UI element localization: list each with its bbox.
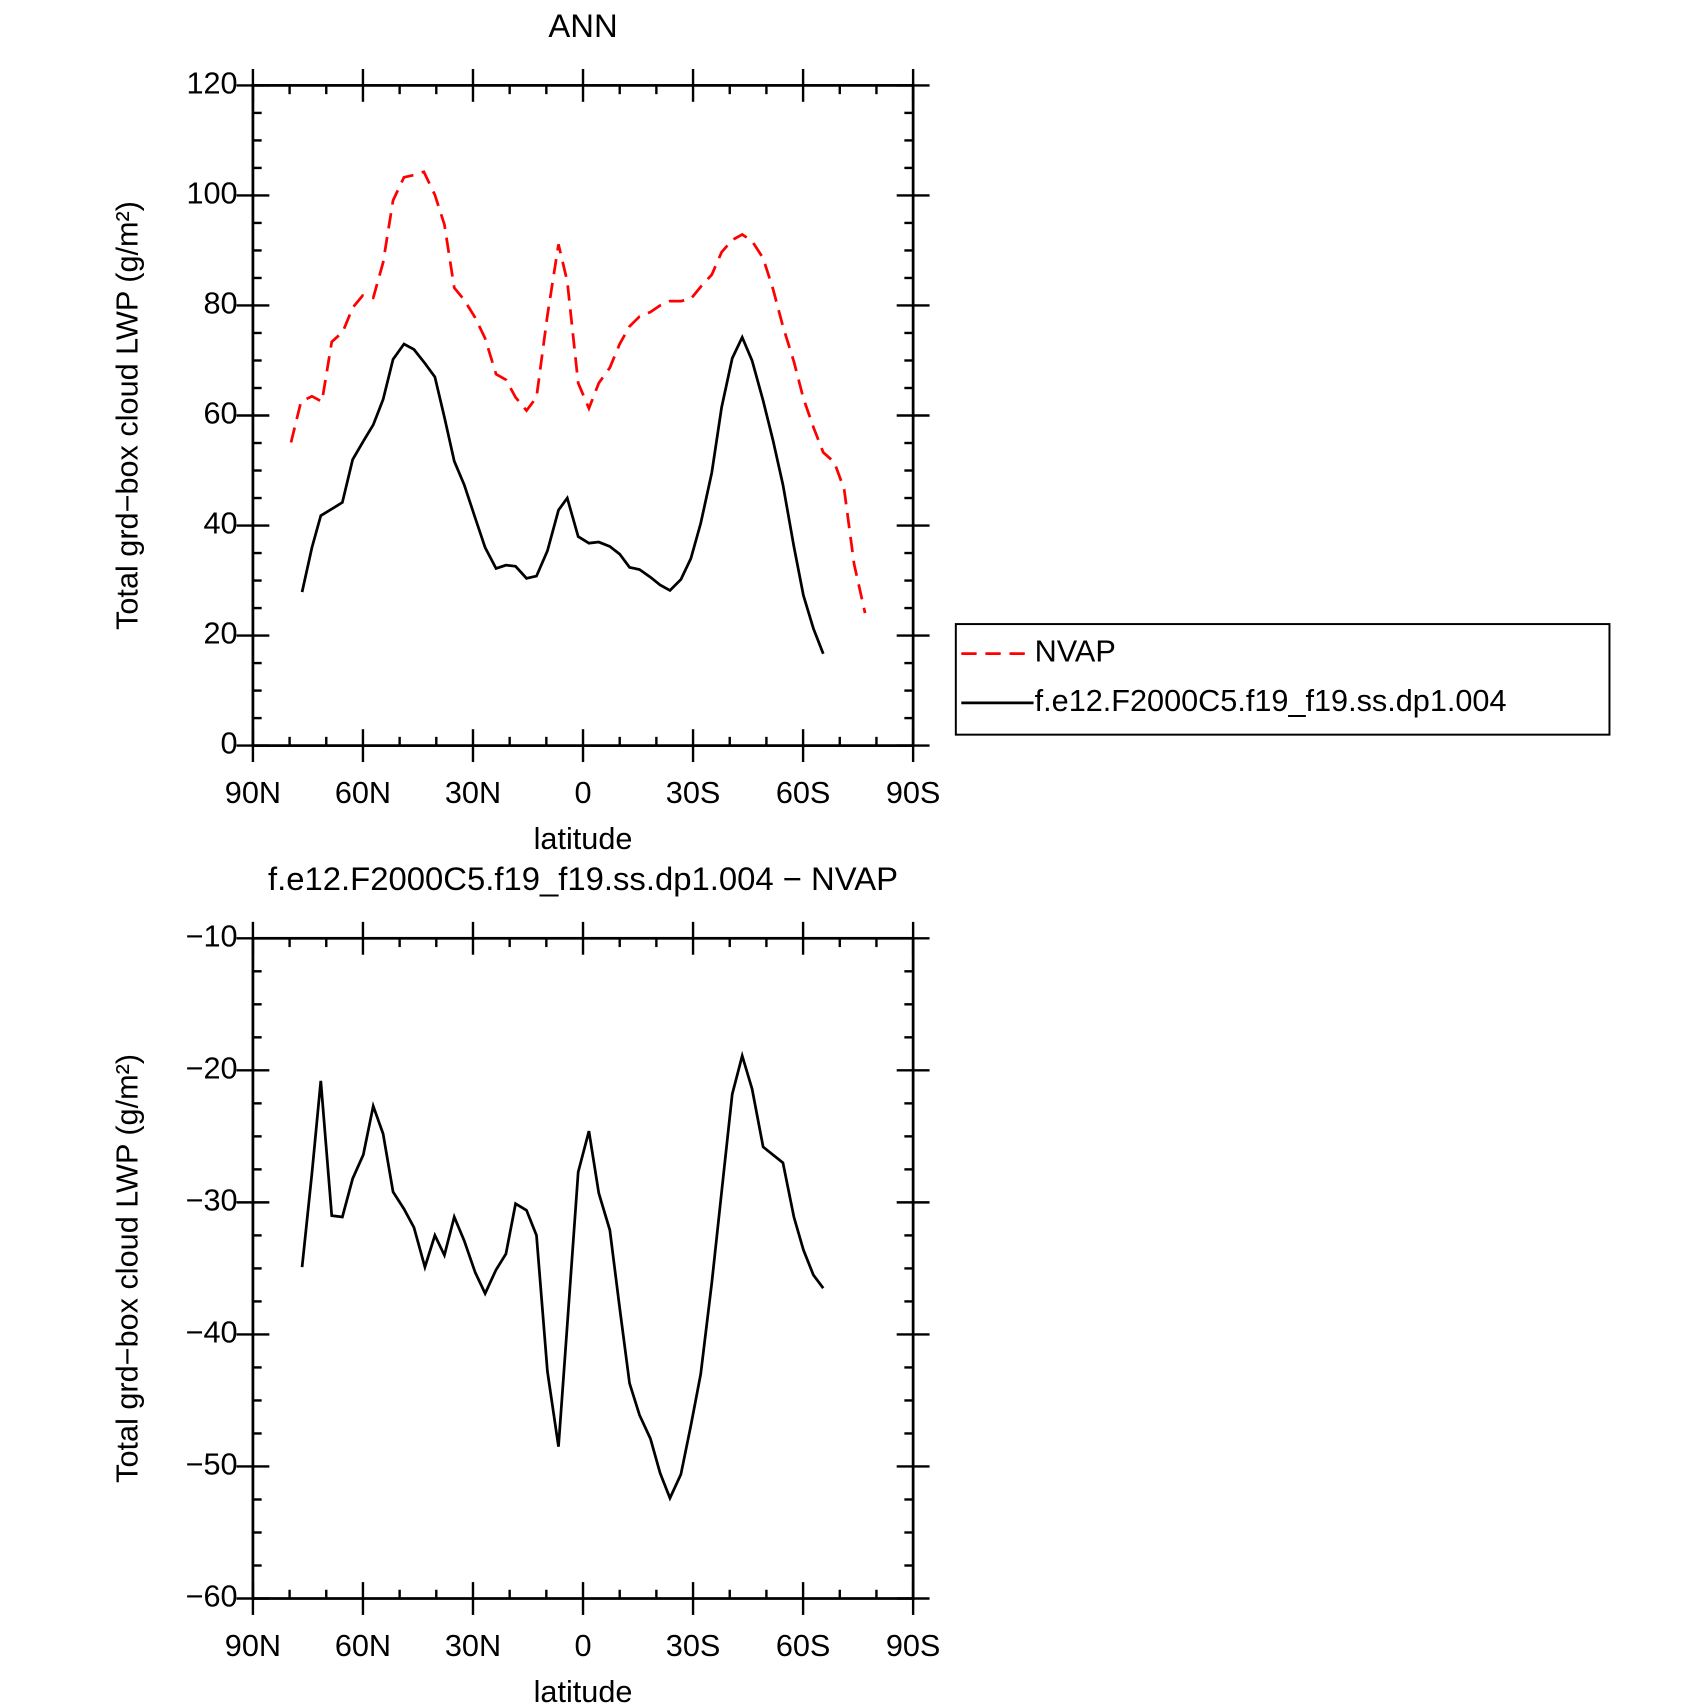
x-tick-label: 90N [225, 776, 281, 810]
x-tick-label: 90N [225, 1629, 281, 1663]
x-tick-label: 90S [886, 1629, 941, 1663]
legend: NVAP f.e12.F2000C5.f19_f19.ss.dp1.004 [954, 623, 1611, 736]
x-tick-label: 60N [335, 776, 391, 810]
x-tick-label: 60N [335, 1629, 391, 1663]
chart-title: f.e12.F2000C5.f19_f19.ss.dp1.004 − NVAP [268, 860, 898, 897]
x-tick-label: 0 [574, 1629, 591, 1663]
x-tick-label: 30N [445, 776, 501, 810]
plot-frame [251, 936, 915, 1600]
y-tick-label: 20 [203, 617, 237, 651]
x-tick-label: 60S [776, 1629, 831, 1663]
y-tick-label: −40 [186, 1316, 238, 1350]
data-line [300, 333, 825, 655]
x-tick-label: 30S [666, 1629, 721, 1663]
chart-title: ANN [548, 7, 617, 44]
legend-box [954, 623, 1611, 736]
y-tick-label: 100 [186, 177, 237, 211]
y-tick-label: 0 [221, 727, 238, 761]
y-tick-label: −30 [186, 1183, 238, 1217]
y-axis-label: Total grd−box cloud LWP (g/m²) [110, 1054, 144, 1483]
x-axis-label: latitude [534, 1675, 633, 1708]
y-tick-label: 80 [203, 287, 237, 321]
x-tick-label: 30N [445, 1629, 501, 1663]
y-tick-label: 120 [186, 66, 237, 100]
x-axis-label: latitude [534, 822, 633, 856]
y-axis-label: Total grd−box cloud LWP (g/m²) [110, 201, 144, 630]
y-tick-label: −10 [186, 919, 238, 953]
data-line [289, 170, 867, 614]
y-tick-label: −20 [186, 1051, 238, 1085]
y-tick-label: −50 [186, 1448, 238, 1482]
data-line [300, 1050, 825, 1502]
legend-label: f.e12.F2000C5.f19_f19.ss.dp1.004 [1035, 684, 1507, 718]
x-tick-label: 60S [776, 776, 831, 810]
plot-frame [251, 84, 915, 747]
legend-label: NVAP [1035, 635, 1116, 669]
y-tick-label: 60 [203, 397, 237, 431]
x-tick-label: 30S [666, 776, 721, 810]
x-tick-label: 0 [574, 776, 591, 810]
y-tick-label: −60 [186, 1580, 238, 1614]
x-tick-label: 90S [886, 776, 941, 810]
y-tick-label: 40 [203, 507, 237, 541]
